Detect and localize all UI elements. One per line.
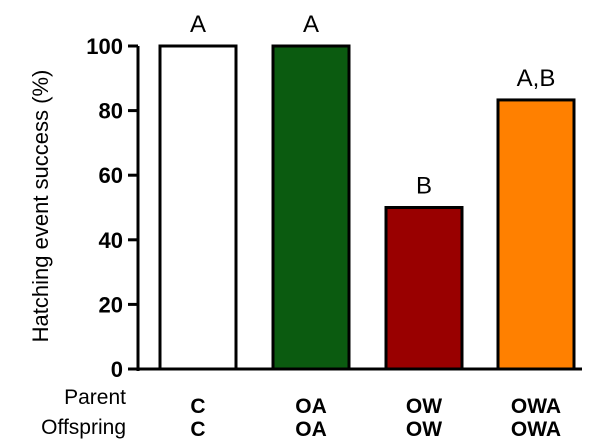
significance-letter: A,B: [517, 65, 556, 92]
y-tick-label: 40: [99, 228, 123, 253]
significance-letter: A: [303, 11, 319, 38]
bar: [158, 44, 238, 371]
significance-letter: B: [416, 173, 432, 200]
row-label-offspring: Offspring: [41, 416, 126, 439]
category-label-parent: OWA: [511, 395, 561, 418]
y-tick-label: 100: [86, 34, 123, 59]
y-tick-label: 20: [99, 292, 123, 317]
bar: [271, 44, 351, 371]
y-tick-label: 60: [99, 163, 123, 188]
y-axis-label: Hatching event success (%): [28, 70, 53, 343]
category-label-offspring: C: [190, 418, 205, 441]
category-label-offspring: OWA: [511, 418, 561, 441]
category-label-parent: C: [190, 395, 205, 418]
significance-letter: A: [190, 11, 206, 38]
category-label-offspring: OW: [406, 418, 442, 441]
bar: [384, 206, 464, 371]
y-tick-label: 0: [111, 357, 123, 382]
category-label-parent: OW: [406, 395, 442, 418]
bar: [496, 98, 576, 371]
category-label-offspring: OA: [295, 418, 327, 441]
row-label-parent: Parent: [64, 386, 126, 409]
y-tick-label: 80: [99, 99, 123, 124]
category-label-parent: OA: [295, 395, 327, 418]
chart-bars: [158, 44, 576, 371]
